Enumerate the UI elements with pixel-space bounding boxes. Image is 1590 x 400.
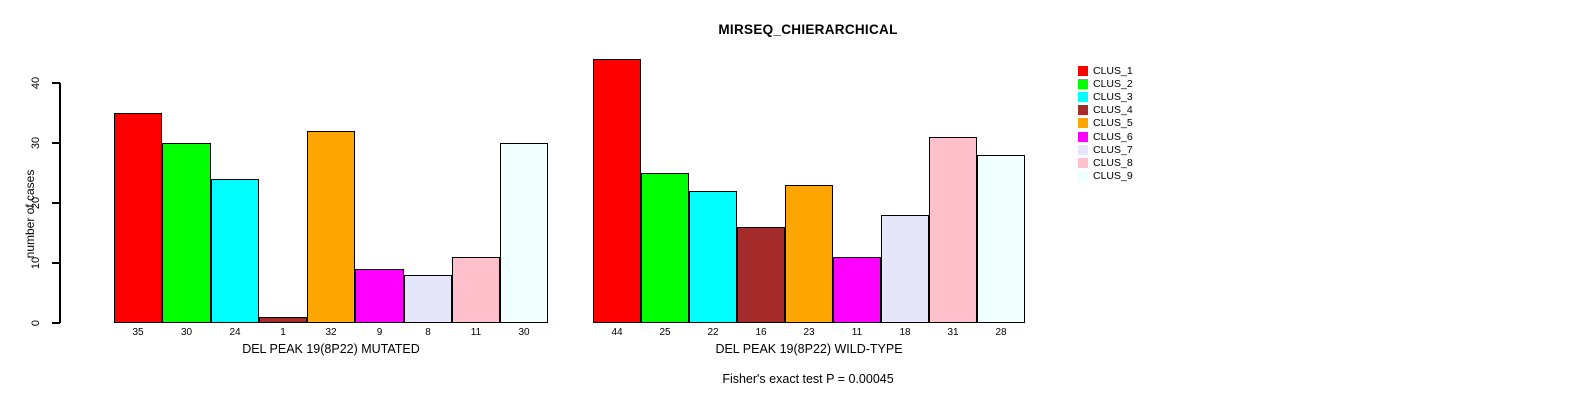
bar-left-CLUS_1	[114, 113, 162, 323]
y-axis-tick-label-30: 30	[30, 136, 42, 150]
y-axis-tick-label-0: 0	[30, 319, 42, 327]
y-axis-tick-label-10: 10	[30, 256, 42, 270]
bar-right-CLUS_2	[641, 173, 689, 323]
legend-swatch-CLUS_6	[1078, 131, 1088, 142]
bar-value-label-left-CLUS_5: 32	[325, 327, 337, 338]
legend-swatch-CLUS_7	[1078, 144, 1088, 155]
legend-label-CLUS_5: CLUS_5	[1093, 117, 1133, 130]
bar-value-label-left-CLUS_6: 9	[376, 327, 383, 338]
bar-value-label-right-CLUS_8: 31	[947, 327, 959, 338]
bar-value-label-right-CLUS_7: 18	[899, 327, 911, 338]
bar-right-CLUS_1	[593, 59, 641, 323]
bar-value-label-right-CLUS_2: 25	[659, 327, 671, 338]
legend-swatch-CLUS_5	[1078, 118, 1088, 129]
bar-value-label-right-CLUS_9: 28	[995, 327, 1007, 338]
bar-value-label-right-CLUS_1: 44	[611, 327, 623, 338]
bar-value-label-right-CLUS_5: 23	[803, 327, 815, 338]
bar-value-label-left-CLUS_1: 35	[132, 327, 144, 338]
bar-value-label-left-CLUS_8: 11	[470, 327, 482, 338]
y-axis-title: number of cases	[23, 169, 37, 259]
bar-value-label-right-CLUS_4: 16	[755, 327, 767, 338]
bar-left-CLUS_6	[355, 269, 404, 323]
legend-swatch-CLUS_8	[1078, 157, 1088, 168]
bar-left-CLUS_5	[307, 131, 355, 323]
x-axis-label-wildtype: DEL PEAK 19(8P22) WILD-TYPE	[715, 342, 903, 356]
y-axis-line	[59, 83, 61, 323]
bar-right-CLUS_7	[881, 215, 929, 323]
x-axis-label-mutated: DEL PEAK 19(8P22) MUTATED	[242, 342, 420, 356]
bar-value-label-left-CLUS_3: 24	[229, 327, 241, 338]
legend-swatch-CLUS_3	[1078, 92, 1088, 103]
y-axis-tick-label-40: 40	[30, 76, 42, 90]
legend-label-CLUS_9: CLUS_9	[1093, 169, 1133, 182]
bar-value-label-right-CLUS_6: 11	[851, 327, 863, 338]
bar-left-CLUS_2	[162, 143, 211, 323]
y-axis-tick-10	[52, 262, 60, 264]
bar-value-label-left-CLUS_7: 8	[425, 327, 431, 338]
legend-swatch-CLUS_1	[1078, 66, 1088, 76]
bar-left-CLUS_8	[452, 257, 500, 323]
bar-value-label-right-CLUS_3: 22	[707, 327, 719, 338]
y-axis-tick-0	[52, 322, 60, 324]
legend-label-CLUS_2: CLUS_2	[1093, 78, 1133, 91]
y-axis-tick-20	[52, 202, 60, 204]
legend-label-CLUS_7: CLUS_7	[1093, 143, 1133, 156]
legend-label-CLUS_1: CLUS_1	[1093, 65, 1133, 77]
legend-swatch-CLUS_4	[1078, 105, 1088, 116]
legend-label-CLUS_8: CLUS_8	[1093, 156, 1133, 169]
legend-label-CLUS_6: CLUS_6	[1093, 130, 1133, 143]
legend-swatch-CLUS_9	[1078, 170, 1088, 181]
bar-right-CLUS_4	[737, 227, 785, 323]
bar-right-CLUS_6	[833, 257, 881, 323]
bar-right-CLUS_3	[689, 191, 737, 323]
y-axis-tick-40	[52, 82, 60, 84]
y-axis-tick-30	[52, 142, 60, 144]
fisher-test-caption: Fisher's exact test P = 0.00045	[722, 372, 894, 386]
bar-right-CLUS_5	[785, 185, 833, 323]
bar-left-CLUS_9	[500, 143, 548, 323]
legend-label-CLUS_4: CLUS_4	[1093, 104, 1133, 117]
bar-left-CLUS_7	[404, 275, 452, 323]
bar-left-CLUS_4	[259, 317, 307, 323]
bar-value-label-left-CLUS_2: 30	[180, 327, 193, 338]
chart-title: MIRSEQ_CHIERARCHICAL	[718, 22, 898, 37]
bar-left-CLUS_3	[211, 179, 259, 323]
bar-right-CLUS_8	[929, 137, 977, 323]
legend-swatch-CLUS_2	[1078, 79, 1088, 90]
bar-value-label-left-CLUS_4: 1	[280, 327, 286, 338]
bar-right-CLUS_9	[977, 155, 1025, 323]
legend-label-CLUS_3: CLUS_3	[1093, 91, 1133, 104]
bar-value-label-left-CLUS_9: 30	[518, 327, 530, 338]
